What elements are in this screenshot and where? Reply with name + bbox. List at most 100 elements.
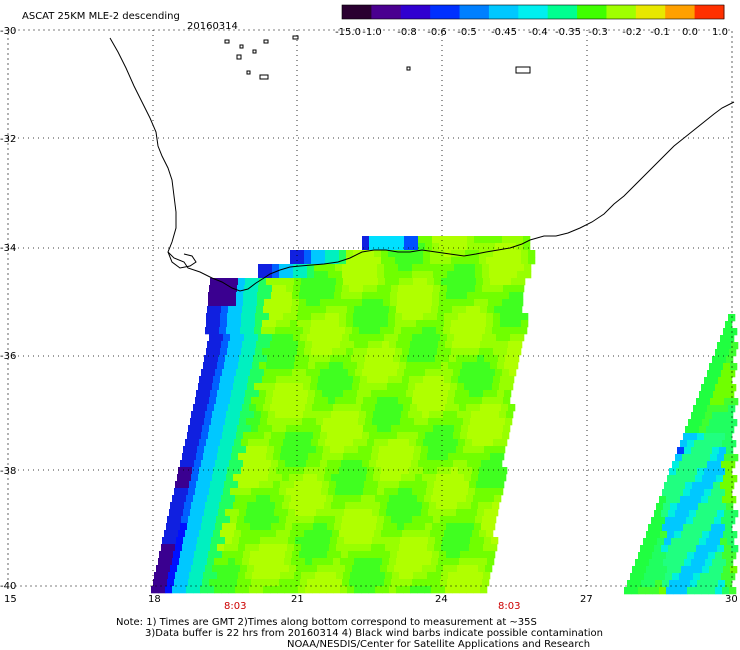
swath-cell — [304, 348, 312, 356]
swath-cell — [405, 397, 413, 405]
swath-cell — [684, 503, 692, 511]
swath-cell — [437, 348, 445, 356]
swath-cell — [408, 411, 416, 419]
swath-cell — [443, 502, 451, 510]
swath-cell — [715, 384, 723, 392]
swath-cell — [219, 502, 227, 510]
swath-cell — [388, 467, 396, 475]
swath-cell — [343, 390, 351, 398]
swath-cell — [409, 348, 417, 356]
swath-cell — [428, 355, 436, 363]
swath-cell — [391, 425, 399, 433]
colorbar-tick-label: -0.3 — [588, 27, 608, 38]
swath-cell — [345, 327, 353, 335]
swath-cell — [460, 292, 468, 300]
swath-cell — [355, 460, 363, 468]
swath-cell — [366, 327, 374, 335]
swath-cell — [476, 278, 484, 286]
swath-cell — [265, 397, 273, 405]
swath-cell — [450, 565, 458, 573]
swath-cell — [712, 356, 720, 364]
swath-cell — [412, 516, 420, 524]
swath-cell — [245, 572, 253, 580]
swath-cell — [313, 551, 321, 559]
swath-cell — [297, 467, 305, 475]
swath-cell — [724, 545, 732, 553]
swath-cell — [160, 579, 168, 587]
swath-cell — [521, 313, 529, 321]
colorbar-swatch — [518, 5, 549, 19]
swath-cell — [222, 292, 230, 300]
swath-cell — [398, 264, 406, 272]
swath-cell — [495, 243, 503, 251]
swath-cell — [667, 566, 675, 574]
swath-cell — [469, 390, 477, 398]
colorbar-tick-label: 0.0 — [682, 27, 698, 38]
swath-cell — [273, 453, 281, 461]
swath-cell — [412, 271, 420, 279]
swath-cell — [301, 572, 309, 580]
swath-cell — [356, 488, 364, 496]
swath-cell — [413, 390, 421, 398]
swath-cell — [382, 558, 390, 566]
swath-cell — [364, 544, 372, 552]
swath-cell — [332, 376, 340, 384]
swath-cell — [680, 587, 688, 595]
swath-cell — [454, 285, 462, 293]
swath-cell — [382, 586, 390, 594]
swath-cell — [240, 565, 248, 573]
swath-cell — [461, 264, 469, 272]
swath-cell — [486, 376, 494, 384]
swath-cell — [179, 558, 187, 566]
swath-cell — [334, 292, 342, 300]
swath-cell — [241, 439, 249, 447]
swath-cell — [459, 558, 467, 566]
swath-cell — [348, 299, 356, 307]
swath-cell — [245, 544, 253, 552]
swath-cell — [312, 404, 320, 412]
swath-cell — [316, 355, 324, 363]
swath-cell — [310, 502, 318, 510]
swath-cell — [238, 481, 246, 489]
swath-cell — [292, 432, 300, 440]
swath-cell — [730, 475, 738, 483]
swath-cell — [267, 418, 275, 426]
swath-cell — [725, 377, 733, 385]
swath-cell — [471, 565, 479, 573]
swath-cell — [210, 362, 218, 370]
swath-cell — [514, 320, 522, 328]
swath-cell — [180, 460, 188, 468]
swath-cell — [450, 502, 458, 510]
swath-cell — [399, 362, 407, 370]
swath-cell — [385, 362, 393, 370]
swath-cell — [293, 579, 301, 587]
swath-cell — [341, 523, 349, 531]
swath-cell — [311, 376, 319, 384]
swath-cell — [716, 531, 724, 539]
swath-cell — [268, 565, 276, 573]
swath-cell — [478, 502, 486, 510]
swath-cell — [234, 376, 242, 384]
swath-cell — [242, 586, 250, 594]
swath-cell — [339, 348, 347, 356]
swath-cell — [263, 558, 271, 566]
swath-cell — [182, 481, 190, 489]
swath-cell — [427, 278, 435, 286]
swath-cell — [445, 341, 453, 349]
swath-cell — [369, 369, 377, 377]
swath-cell — [634, 580, 642, 588]
swath-cell — [719, 412, 727, 420]
swath-cell — [251, 425, 259, 433]
swath-cell — [433, 425, 441, 433]
swath-cell — [349, 264, 357, 272]
swath-cell — [520, 327, 528, 335]
swath-cell — [390, 460, 398, 468]
swath-cell — [275, 383, 283, 391]
swath-cell — [206, 313, 214, 321]
swath-cell — [388, 348, 396, 356]
swath-cell — [477, 355, 485, 363]
swath-cell — [308, 572, 316, 580]
swath-cell — [191, 502, 199, 510]
swath-cell — [429, 327, 437, 335]
swath-cell — [441, 453, 449, 461]
